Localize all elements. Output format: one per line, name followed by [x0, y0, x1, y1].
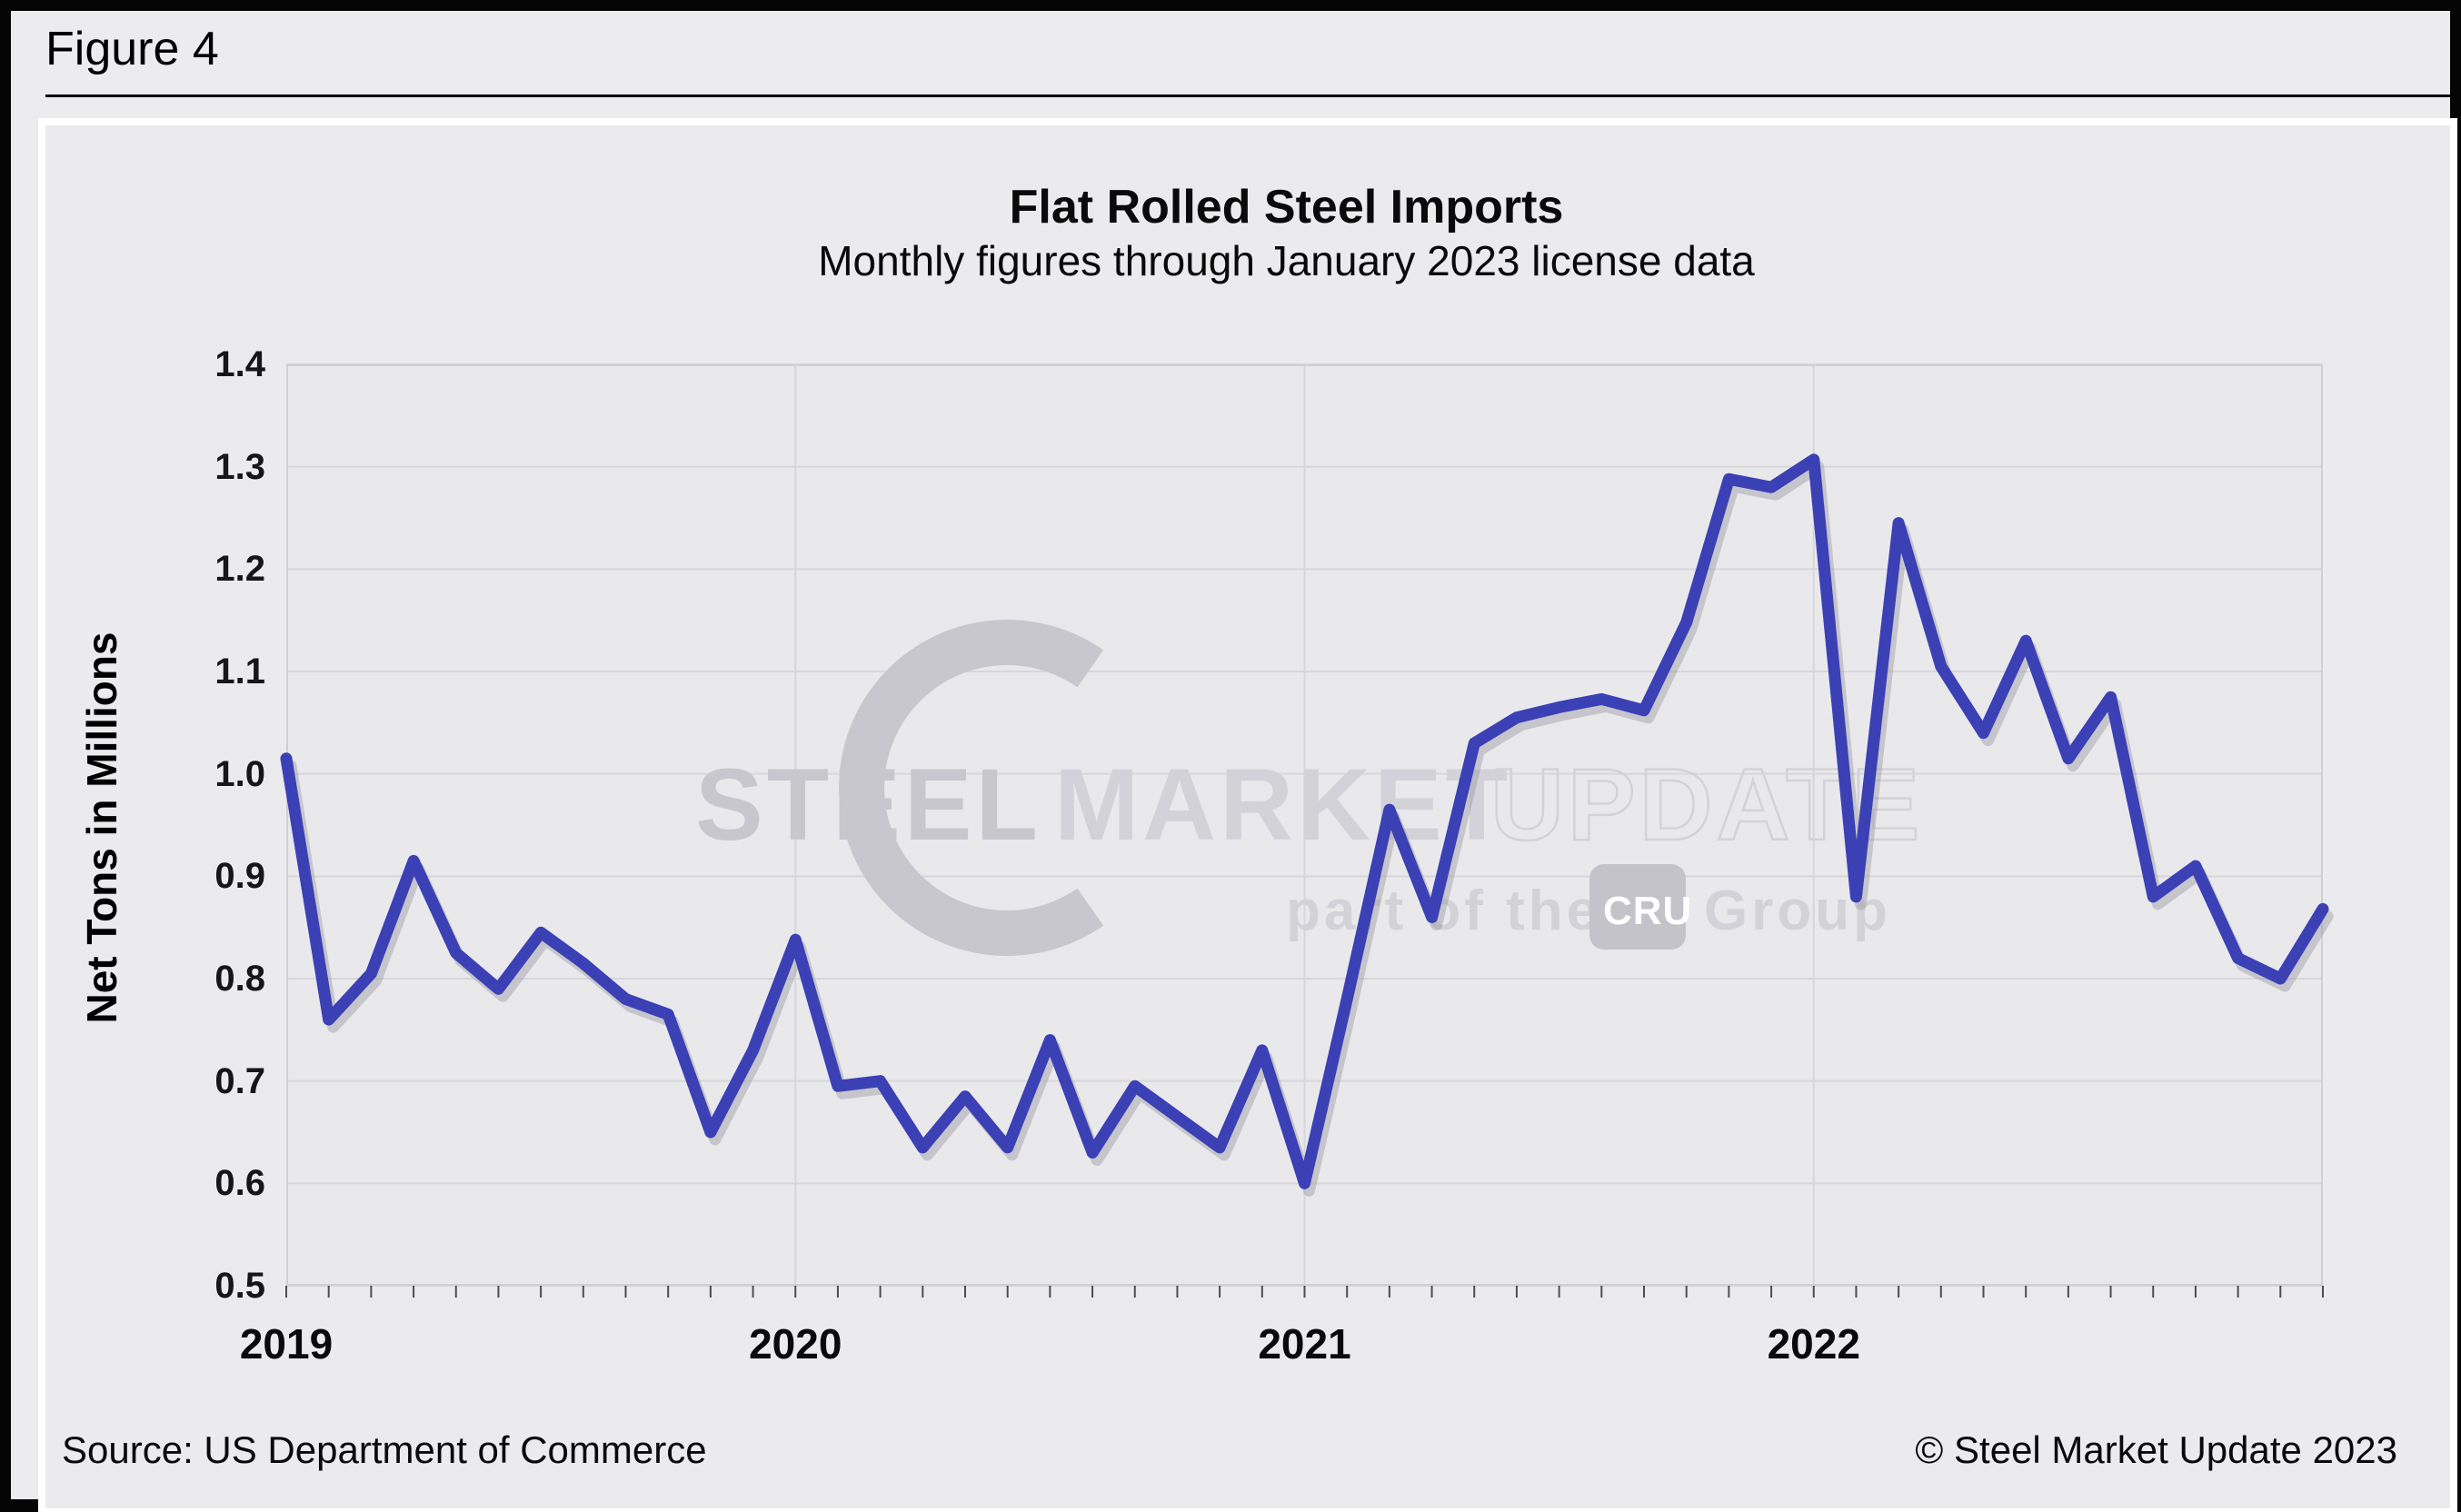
y-tick-label: 0.9	[214, 856, 265, 897]
x-tick-label: 2019	[239, 1320, 334, 1368]
watermark-crescent-logo	[839, 620, 1104, 956]
chart-subtitle: Monthly figures through January 2023 lic…	[818, 237, 1755, 284]
y-tick-label: 0.5	[214, 1266, 265, 1306]
watermark-word-market: MARKET	[1054, 748, 1511, 861]
y-tick-label: 0.8	[214, 959, 265, 999]
y-tick-label: 0.6	[214, 1163, 265, 1204]
watermark-cru-text: CRU	[1603, 889, 1692, 933]
x-tick-label: 2020	[749, 1320, 842, 1368]
watermark-cru-box	[1589, 864, 1686, 950]
x-tick-label: 2021	[1258, 1320, 1351, 1368]
header-rule	[45, 94, 2457, 97]
figure-panel: Figure 4 Flat Rolled Steel Imports Month…	[11, 11, 2457, 1512]
y-tick-label: 1.2	[214, 549, 265, 590]
y-tick-label: 1.4	[214, 344, 265, 384]
figure-label: Figure 4	[45, 23, 219, 75]
y-tick-label: 1.3	[214, 446, 265, 487]
copyright-note: © Steel Market Update 2023	[1915, 1428, 2397, 1471]
x-tick-label: 2022	[1767, 1320, 1860, 1368]
watermark-word-steel: STEEL	[695, 748, 1041, 861]
y-tick-label: 0.7	[214, 1060, 265, 1101]
y-tick-label: 1.1	[214, 652, 265, 691]
imports-data-line	[280, 453, 2329, 1189]
chart-title: Flat Rolled Steel Imports	[1009, 181, 1564, 234]
plot-border	[286, 364, 2323, 1286]
y-tick-label: 1.0	[214, 753, 265, 794]
source-note: Source: US Department of Commerce	[62, 1428, 707, 1471]
